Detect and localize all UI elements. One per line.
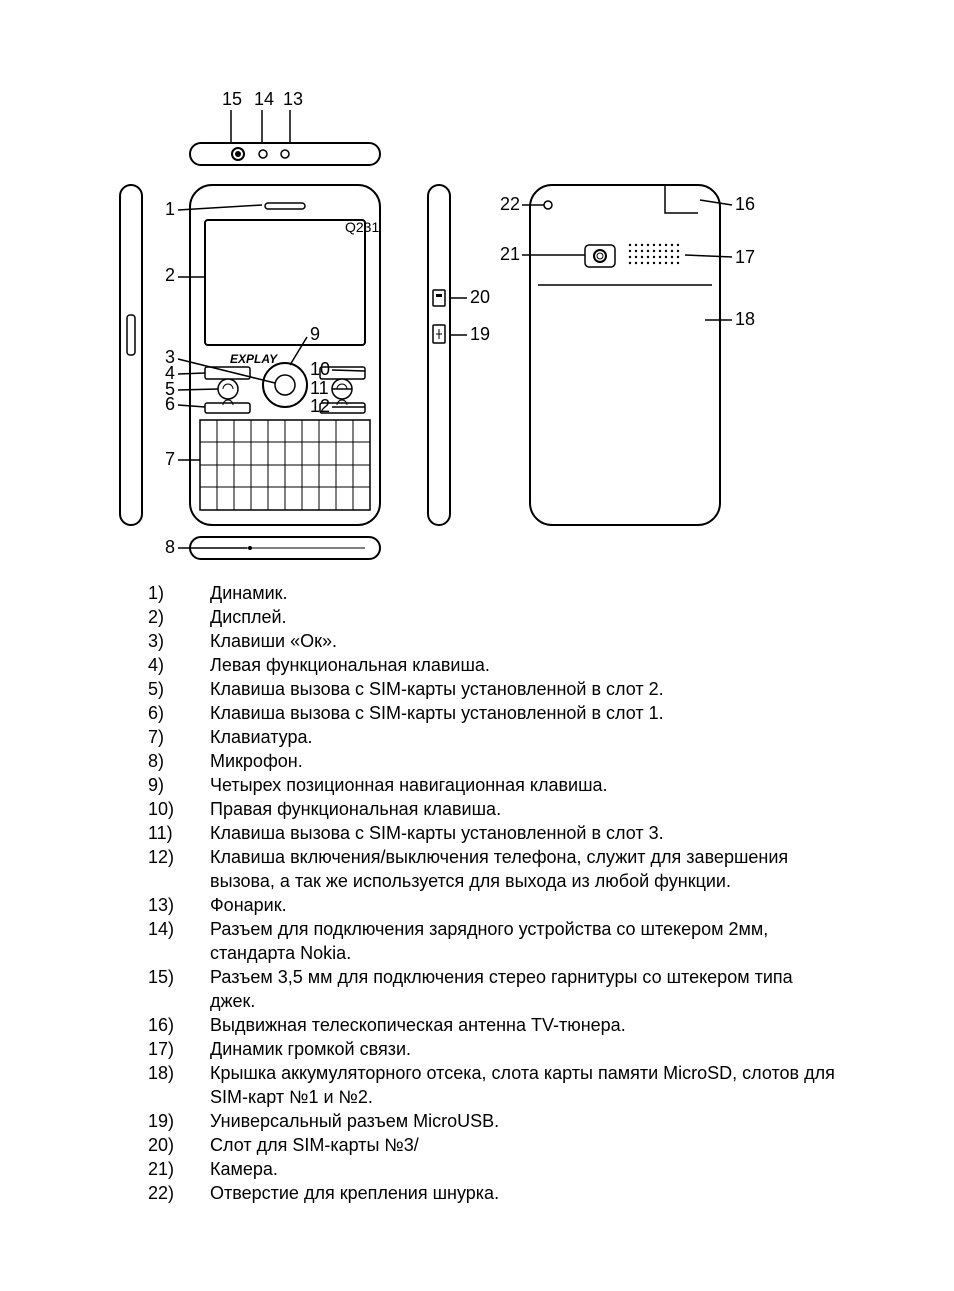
legend-text: Клавиатура. [210, 725, 838, 749]
callout-17: 17 [735, 247, 755, 267]
legend-text: Универсальный разъем MicroUSB. [210, 1109, 838, 1133]
legend-text: Фонарик. [210, 893, 838, 917]
legend-text: Клавиши «Ок». [210, 629, 838, 653]
callout-6: 6 [165, 394, 175, 414]
legend-text: Четырех позиционная навигационная клавиш… [210, 773, 838, 797]
legend-row: 1)Динамик. [148, 581, 838, 605]
callout-21: 21 [500, 244, 520, 264]
legend-row: 12)Клавиша включения/выключения телефона… [148, 845, 838, 893]
legend-list: 1)Динамик.2)Дисплей.3)Клавиши «Ок».4)Лев… [148, 581, 838, 1205]
callout-9: 9 [310, 324, 320, 344]
legend-text: Слот для SIM-карты №3/ [210, 1133, 838, 1157]
legend-row: 22)Отверстие для крепления шнурка. [148, 1181, 838, 1205]
legend-number: 6) [148, 701, 210, 725]
legend-number: 4) [148, 653, 210, 677]
legend-number: 18) [148, 1061, 210, 1085]
legend-text: Отверстие для крепления шнурка. [210, 1181, 838, 1205]
legend-row: 4)Левая функциональная клавиша. [148, 653, 838, 677]
legend-row: 8)Микрофон. [148, 749, 838, 773]
legend-text: Микрофон. [210, 749, 838, 773]
legend-number: 22) [148, 1181, 210, 1205]
legend-text: Камера. [210, 1157, 838, 1181]
legend-number: 3) [148, 629, 210, 653]
callout-14: 14 [254, 89, 274, 109]
top-view: 15 14 13 [190, 89, 380, 165]
legend-number: 12) [148, 845, 210, 869]
legend-number: 15) [148, 965, 210, 989]
callout-1: 1 [165, 199, 175, 219]
legend-row: 16)Выдвижная телескопическая антенна TV-… [148, 1013, 838, 1037]
legend-row: 19)Универсальный разъем MicroUSB. [148, 1109, 838, 1133]
legend-row: 14)Разъем для подключения зарядного устр… [148, 917, 838, 965]
legend-row: 3)Клавиши «Ок». [148, 629, 838, 653]
legend-row: 11)Клавиша вызова с SIM-карты установлен… [148, 821, 838, 845]
callout-13: 13 [283, 89, 303, 109]
legend-row: 17)Динамик громкой связи. [148, 1037, 838, 1061]
phone-diagram: 15 14 13 Q231 EXPLAY [110, 85, 760, 580]
legend-text: Разъем для подключения зарядного устройс… [210, 917, 838, 965]
model-label: Q231 [345, 219, 379, 235]
back-view [530, 185, 720, 525]
legend-text: Клавиша вызова с SIM-карты установленной… [210, 701, 838, 725]
callout-20: 20 [470, 287, 490, 307]
legend-text: Разъем 3,5 мм для подключения стерео гар… [210, 965, 838, 1013]
callout-18: 18 [735, 309, 755, 329]
callout-8: 8 [165, 537, 175, 557]
legend-text: Правая функциональная клавиша. [210, 797, 838, 821]
legend-number: 20) [148, 1133, 210, 1157]
legend-number: 11) [148, 821, 210, 845]
legend-row: 15)Разъем 3,5 мм для подключения стерео … [148, 965, 838, 1013]
legend-row: 13)Фонарик. [148, 893, 838, 917]
legend-row: 18)Крышка аккумуляторного отсека, слота … [148, 1061, 838, 1109]
legend-row: 9)Четырех позиционная навигационная клав… [148, 773, 838, 797]
legend-text: Левая функциональная клавиша. [210, 653, 838, 677]
legend-number: 5) [148, 677, 210, 701]
legend-text: Клавиша включения/выключения телефона, с… [210, 845, 838, 893]
legend-number: 8) [148, 749, 210, 773]
legend-number: 9) [148, 773, 210, 797]
callout-10: 10 [310, 359, 330, 379]
legend-text: Динамик. [210, 581, 838, 605]
callout-16: 16 [735, 194, 755, 214]
legend-text: Динамик громкой связи. [210, 1037, 838, 1061]
legend-row: 10)Правая функциональная клавиша. [148, 797, 838, 821]
legend-number: 16) [148, 1013, 210, 1037]
legend-row: 20)Слот для SIM-карты №3/ [148, 1133, 838, 1157]
legend-text: Крышка аккумуляторного отсека, слота кар… [210, 1061, 838, 1109]
legend-text: Клавиша вызова с SIM-карты установленной… [210, 821, 838, 845]
legend-row: 6)Клавиша вызова с SIM-карты установленн… [148, 701, 838, 725]
callout-7: 7 [165, 449, 175, 469]
callout-11: 11 [310, 378, 329, 398]
callout-19: 19 [470, 324, 490, 344]
page: 15 14 13 Q231 EXPLAY [0, 0, 954, 1291]
legend-number: 21) [148, 1157, 210, 1181]
right-side-view [428, 185, 450, 525]
legend-number: 1) [148, 581, 210, 605]
callout-15: 15 [222, 89, 242, 109]
callout-22: 22 [500, 194, 520, 214]
legend-number: 17) [148, 1037, 210, 1061]
legend-number: 14) [148, 917, 210, 941]
front-view: Q231 EXPLAY [190, 185, 380, 525]
legend-number: 2) [148, 605, 210, 629]
legend-text: Дисплей. [210, 605, 838, 629]
legend-row: 21)Камера. [148, 1157, 838, 1181]
legend-text: Выдвижная телескопическая антенна TV-тюн… [210, 1013, 838, 1037]
legend-row: 7)Клавиатура. [148, 725, 838, 749]
callout-2: 2 [165, 265, 175, 285]
legend-row: 5)Клавиша вызова с SIM-карты установленн… [148, 677, 838, 701]
legend-row: 2)Дисплей. [148, 605, 838, 629]
left-side-view [120, 185, 142, 525]
legend-number: 19) [148, 1109, 210, 1133]
legend-text: Клавиша вызова с SIM-карты установленной… [210, 677, 838, 701]
legend-number: 13) [148, 893, 210, 917]
callout-12: 12 [310, 396, 330, 416]
legend-number: 7) [148, 725, 210, 749]
brand-label: EXPLAY [230, 352, 278, 366]
legend-number: 10) [148, 797, 210, 821]
